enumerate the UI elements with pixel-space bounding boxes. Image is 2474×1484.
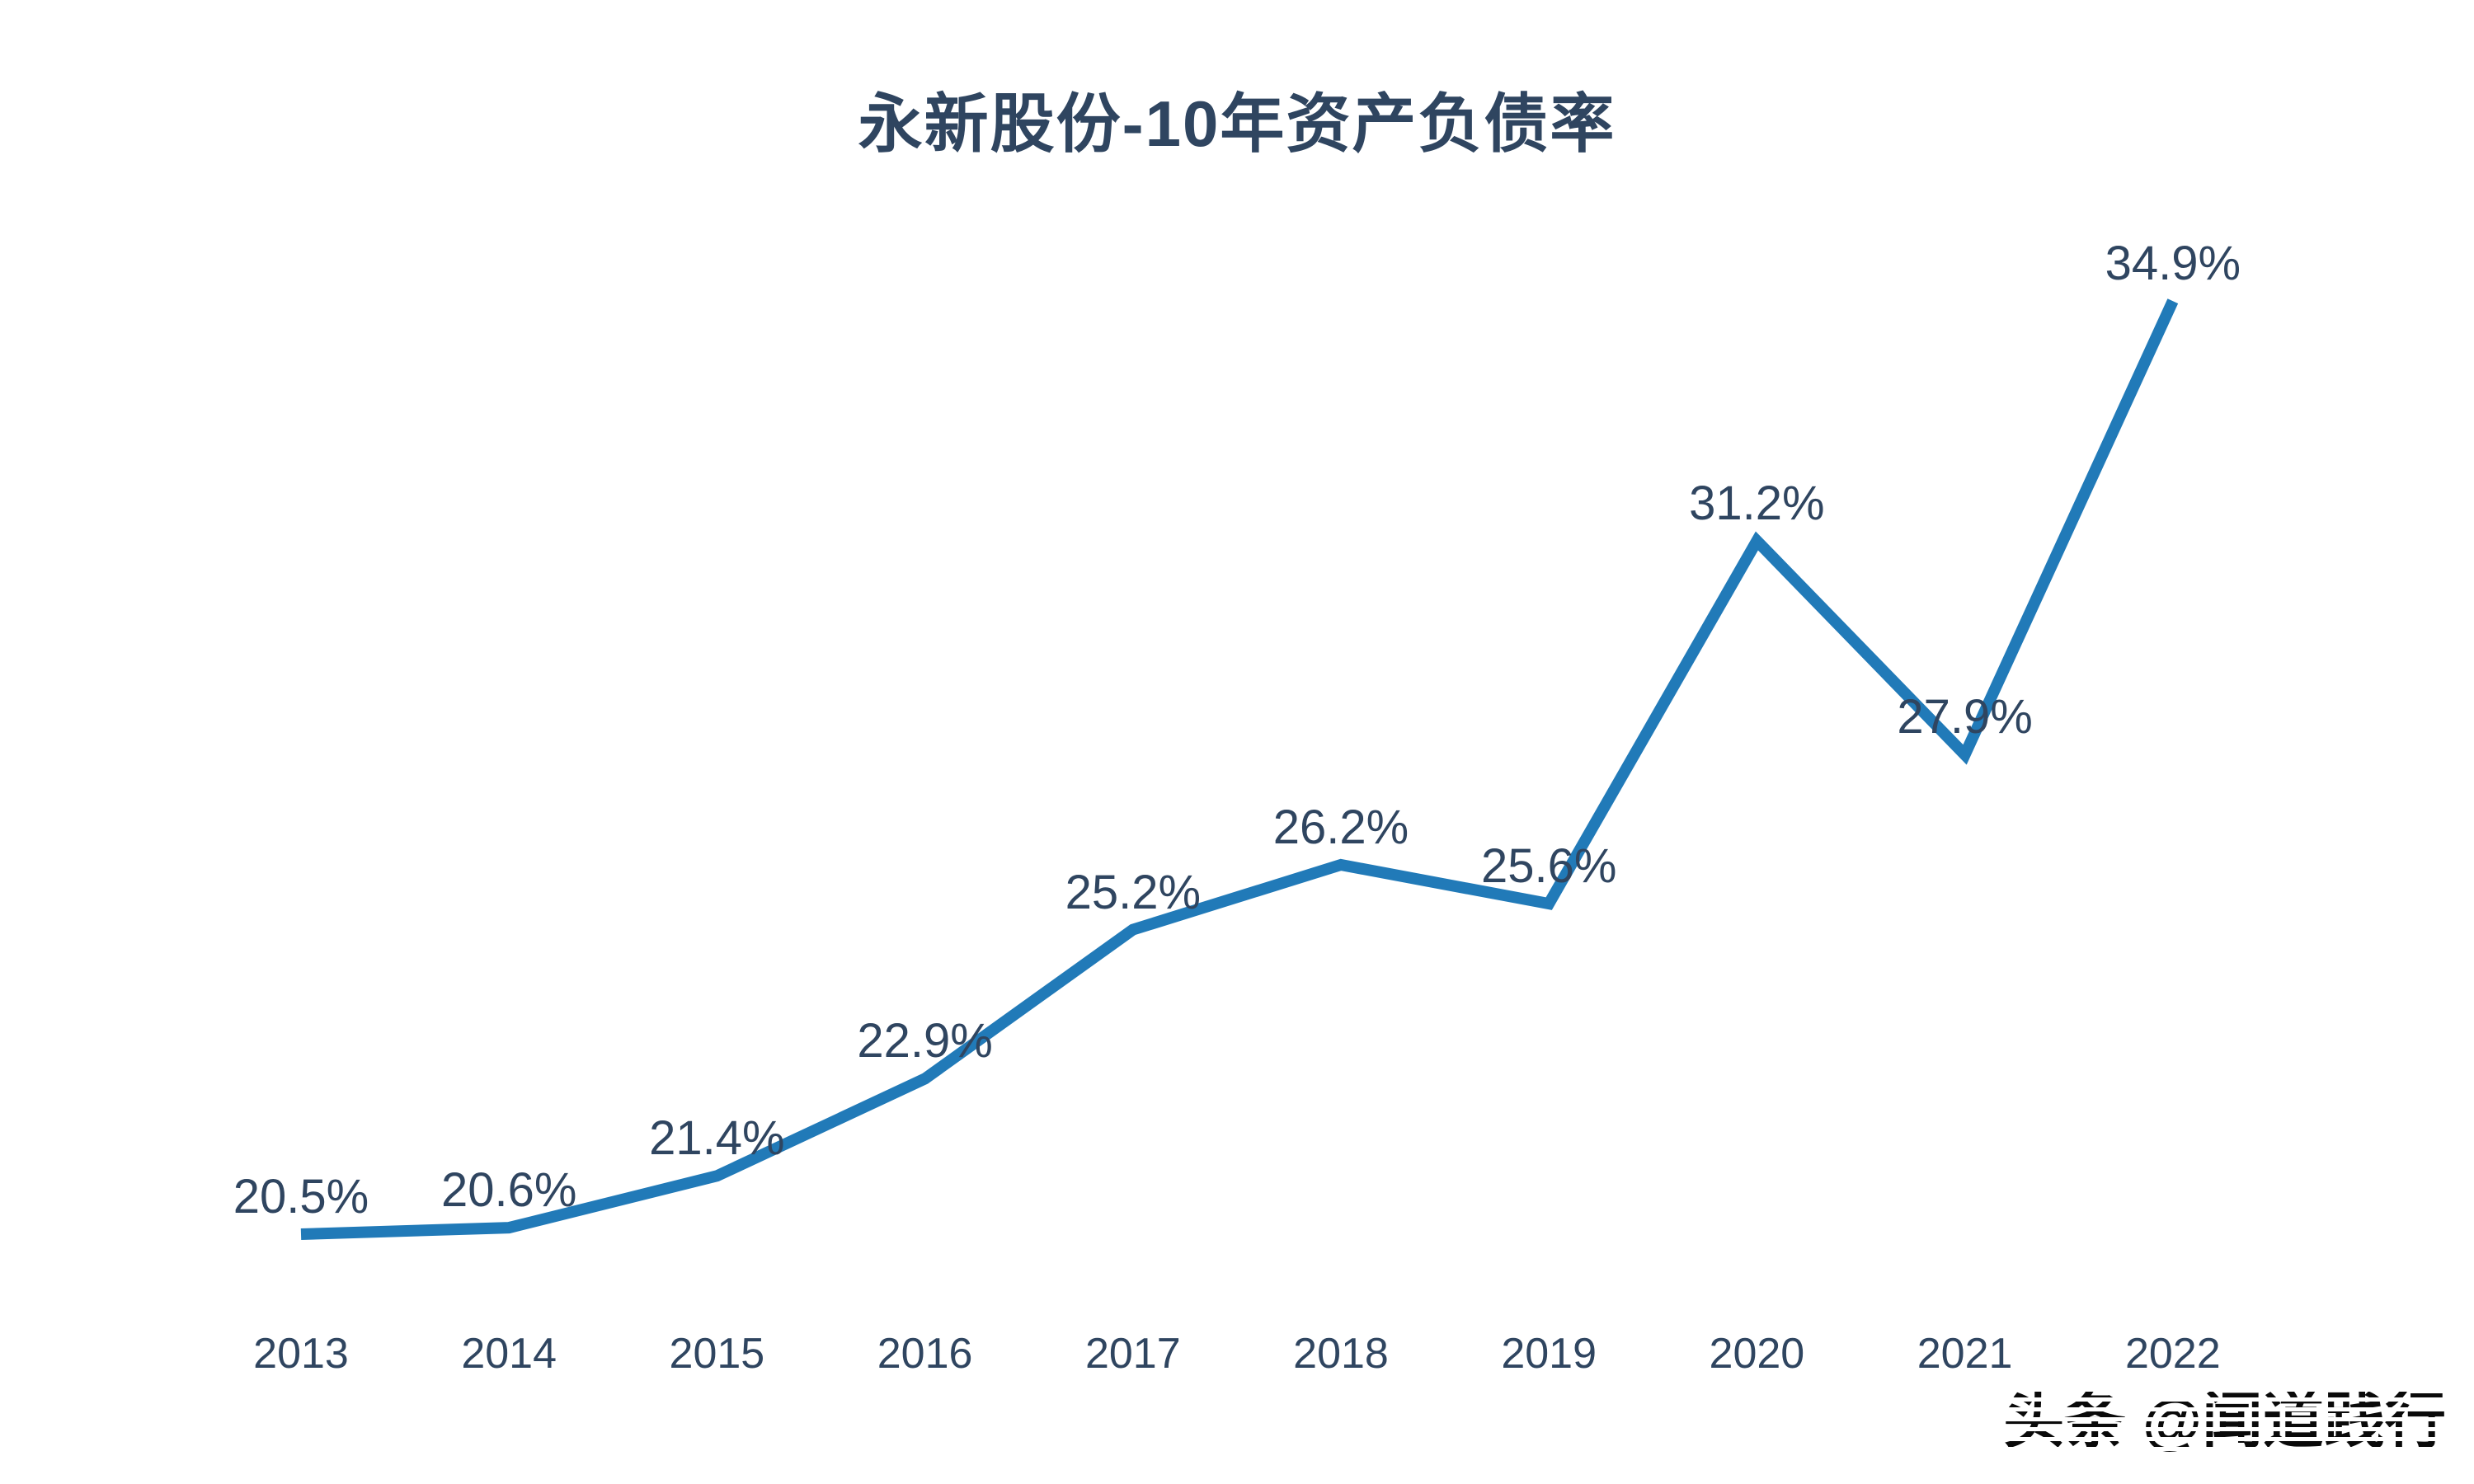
data-label: 26.2% <box>1272 801 1409 854</box>
x-axis-tick-label: 2016 <box>877 1330 973 1378</box>
data-label: 34.9% <box>2105 237 2241 291</box>
x-axis-tick-label: 2014 <box>461 1330 557 1378</box>
x-axis-tick-label: 2020 <box>1709 1330 1805 1378</box>
data-label: 31.2% <box>1689 477 1825 530</box>
x-axis-tick-label: 2019 <box>1501 1330 1597 1378</box>
data-label: 21.4% <box>649 1111 785 1166</box>
series-line <box>300 298 2179 1240</box>
data-label: 20.6% <box>440 1163 577 1218</box>
data-label: 27.9% <box>1897 690 2033 744</box>
x-axis-tick-label: 2022 <box>2124 1330 2221 1378</box>
chart-title: 永新股份-10年资产负债率 <box>858 87 1616 160</box>
data-label: 20.5% <box>233 1170 369 1223</box>
watermark: 头条 @闻道践行 <box>2003 1387 2446 1455</box>
x-axis-tick-label: 2013 <box>253 1330 349 1378</box>
data-label: 25.2% <box>1065 865 1202 919</box>
x-axis-tick-label: 2017 <box>1084 1330 1181 1378</box>
data-label: 22.9% <box>857 1014 993 1068</box>
data-label: 25.6% <box>1480 839 1617 894</box>
x-axis-tick-label: 2015 <box>669 1330 765 1378</box>
x-axis-tick-label: 2021 <box>1917 1330 2013 1378</box>
x-axis-tick-label: 2018 <box>1293 1330 1389 1378</box>
